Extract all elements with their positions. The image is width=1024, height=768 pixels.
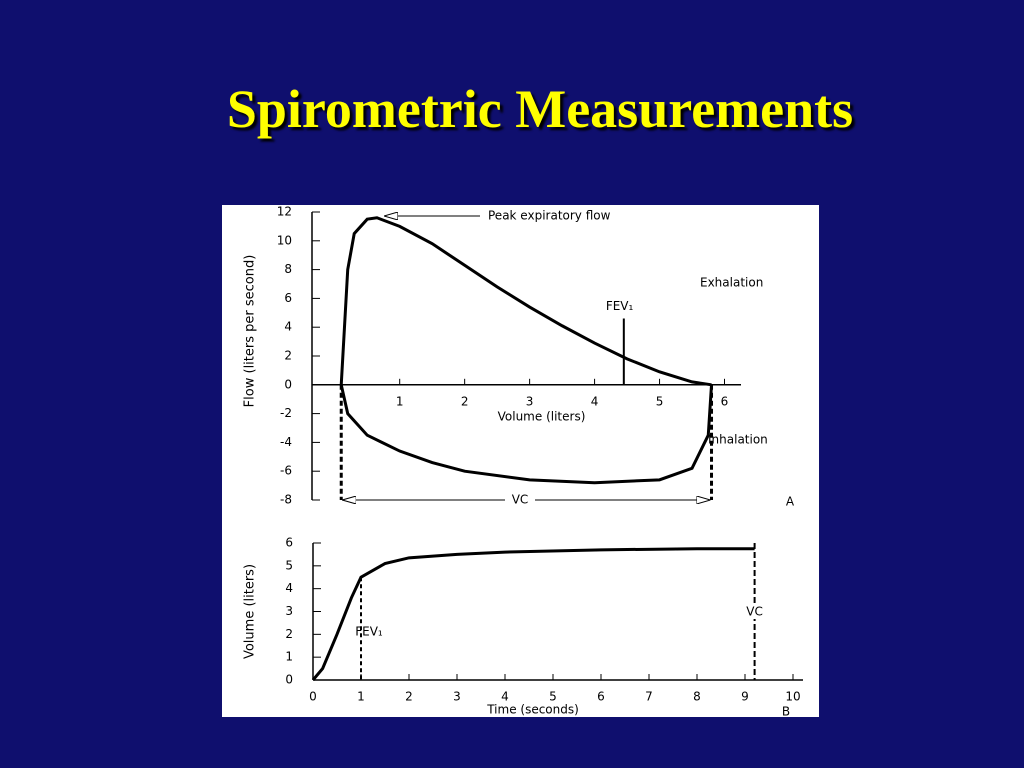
data-line	[339, 216, 712, 387]
y-tick-label: 6	[284, 291, 292, 305]
y-tick-label: 6	[285, 536, 293, 550]
y-tick-label: -6	[280, 464, 292, 478]
y-tick-label: 4	[285, 581, 293, 595]
y-tick-label: 10	[277, 233, 292, 247]
x-axis-title: Time (seconds)	[486, 703, 579, 717]
x-axis-title: Volume (liters)	[498, 409, 586, 423]
x-tick-label: 10	[785, 690, 800, 704]
panel-label: B	[782, 705, 790, 719]
y-tick-label: -4	[280, 435, 292, 449]
figure-panel	[222, 205, 819, 717]
y-tick-label: 3	[285, 604, 293, 618]
slide-title: Spirometric Measurements	[226, 79, 854, 139]
x-tick-label: 3	[526, 394, 534, 408]
annotation: Peak expiratory flow	[488, 209, 611, 223]
x-tick-label: 3	[453, 690, 461, 704]
data-line	[311, 547, 755, 681]
y-tick-label: 8	[284, 262, 292, 276]
label-bg	[740, 605, 769, 619]
annotation: VC	[746, 605, 763, 619]
x-tick-label: 2	[405, 690, 413, 704]
x-tick-label: 6	[597, 690, 605, 704]
x-tick-label: 0	[309, 690, 317, 704]
annotation: VC	[512, 493, 529, 507]
y-tick-label: 2	[284, 349, 292, 363]
y-tick-label: 0	[284, 377, 292, 391]
x-tick-label: 6	[721, 394, 729, 408]
y-tick-label: 12	[277, 205, 292, 219]
y-tick-label: -2	[280, 406, 292, 420]
y-tick-label: 0	[285, 673, 293, 687]
panel-label: A	[786, 495, 795, 509]
y-axis-title: Flow (liters per second)	[243, 255, 258, 408]
x-tick-label: 1	[396, 394, 404, 408]
x-tick-label: 2	[461, 394, 469, 408]
y-axis-title: Volume (liters)	[243, 564, 258, 659]
x-tick-label: 1	[357, 690, 365, 704]
y-tick-label: -8	[280, 493, 292, 507]
x-tick-label: 4	[591, 394, 599, 408]
x-tick-label: 9	[741, 690, 749, 704]
legend-label: Exhalation	[700, 276, 763, 290]
x-tick-label: 5	[656, 394, 664, 408]
y-tick-label: 5	[285, 558, 293, 572]
x-tick-label: 7	[645, 690, 653, 704]
y-tick-label: 1	[285, 650, 293, 664]
x-tick-label: 5	[549, 690, 557, 704]
legend-label: Inhalation	[708, 433, 768, 447]
data-line	[339, 384, 714, 485]
x-tick-label: 4	[501, 690, 509, 704]
x-tick-label: 8	[693, 690, 701, 704]
y-tick-label: 2	[285, 627, 293, 641]
annotation: FEV₁	[355, 625, 383, 639]
y-tick-label: 4	[284, 320, 292, 334]
annotation: FEV₁	[606, 299, 634, 313]
